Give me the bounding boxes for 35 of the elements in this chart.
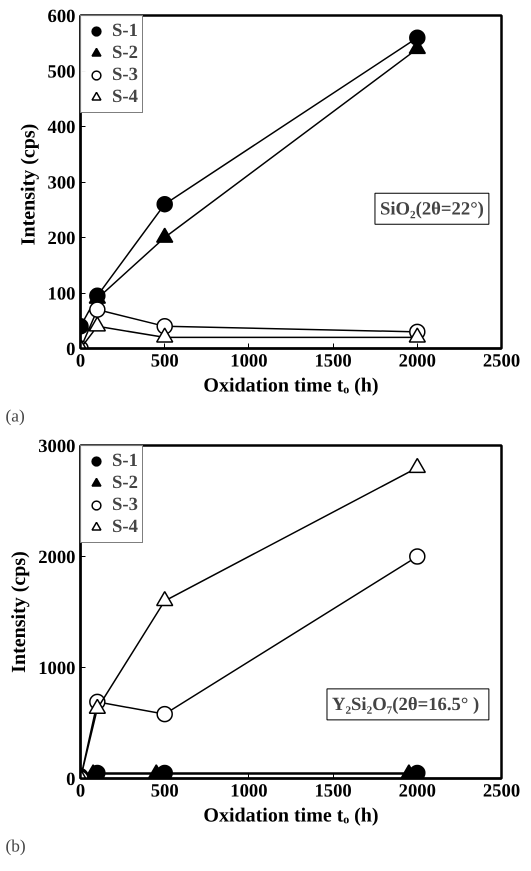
y-tick-label: 400 [48,117,76,138]
y-tick-label: 2000 [38,547,76,568]
legend-label: S-4 [112,516,138,538]
legend-label: S-3 [112,494,138,516]
x-tick-label: 2500 [482,350,520,372]
y-tick-label: 600 [48,6,76,27]
y-tick-label: 1000 [38,658,76,679]
x-tick-label: 1000 [230,350,268,372]
x-tick-label: 1500 [314,350,352,372]
x-tick-label: 1000 [230,780,268,802]
x-tick-label: 500 [150,780,179,802]
legend-label: S-2 [112,42,138,64]
x-tick-label: 2500 [482,780,520,802]
x-tick-label: 500 [150,350,179,372]
y-tick-label: 100 [48,284,76,304]
y-tick-label: 300 [48,172,76,194]
x-tick-label: 2000 [398,780,436,802]
legend-label: S-2 [112,472,138,494]
legend-label: S-1 [112,20,138,42]
x-axis-title: Oxidation time tₒ (h) [203,804,379,826]
text: (a) [6,406,25,426]
text: (b) [6,836,26,856]
y-tick-label: 500 [48,62,76,82]
y-axis-title: Intensity (cps) [18,124,40,246]
y-tick-label: 3000 [38,436,76,457]
annotation: SiO₂(2θ=22°) [380,198,484,220]
x-axis-title: Oxidation time tₒ (h) [203,374,379,396]
legend-label: S-1 [112,450,138,472]
y-tick-label: 200 [48,228,76,249]
x-tick-label: 1500 [314,780,352,802]
legend-label: S-3 [112,64,138,86]
x-tick-label: 2000 [398,350,436,372]
y-axis-title: Intensity (cps) [8,551,30,673]
legend-label: S-4 [112,86,138,108]
annotation: Y₂Si₂O₇(2θ=16.5° ) [332,694,480,715]
